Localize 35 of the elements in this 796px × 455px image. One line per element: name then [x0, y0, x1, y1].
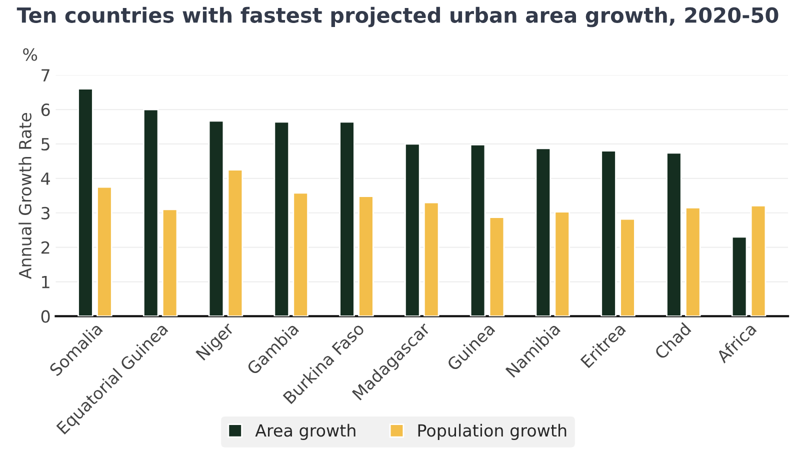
- y-tick-label: 4: [41, 172, 50, 185]
- bar: [470, 144, 486, 316]
- text: %: [23, 48, 38, 61]
- y-tick-label: 6: [41, 103, 50, 116]
- bar: [274, 121, 290, 316]
- bar: [535, 148, 552, 316]
- bar: [750, 204, 766, 316]
- bar: [292, 192, 308, 316]
- legend-label: Area growth: [255, 424, 356, 440]
- bar: [358, 196, 374, 316]
- bar: [404, 143, 420, 316]
- bar: [600, 150, 616, 316]
- y-tick-label: 0: [41, 310, 50, 323]
- bar: [162, 208, 178, 316]
- bar: [339, 121, 355, 316]
- bar: [666, 152, 682, 316]
- bar: [488, 216, 505, 316]
- y-tick-label: 2: [41, 241, 50, 254]
- bar: [554, 211, 570, 316]
- bar: [78, 88, 94, 316]
- bar: [208, 120, 224, 316]
- bar: [620, 218, 636, 316]
- legend-label: Population growth: [418, 424, 566, 440]
- bar: [685, 207, 701, 316]
- bar: [423, 202, 440, 316]
- y-tick-label: 5: [42, 138, 50, 151]
- y-tick-label: 7: [42, 69, 50, 82]
- y-axis-title: Annual Growth Rate: [18, 113, 32, 280]
- y-tick-label: 3: [42, 206, 50, 220]
- chart-title: Ten countries with fastest projected urban area growth, 2020-50: [16, 6, 778, 28]
- bar: [142, 108, 159, 316]
- bar: [227, 169, 244, 316]
- y-tick-label: 1: [42, 276, 50, 288]
- bar: [731, 236, 748, 316]
- bar: [96, 186, 112, 316]
